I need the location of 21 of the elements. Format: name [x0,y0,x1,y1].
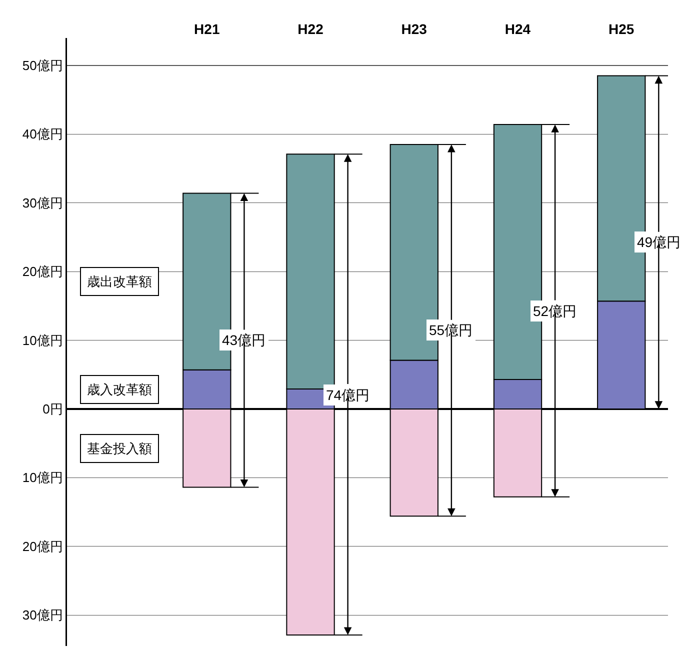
annotation: 49億円 [637,234,681,250]
y-tick-label: 20億円 [22,264,63,280]
text: 基金投入額 [87,441,152,456]
annotation: 43億円 [222,332,266,348]
annotation: 52億円 [533,303,577,319]
text: 歳出改革額 [87,274,152,289]
x-tick-label: H23 [401,21,428,38]
text: 歳入改革額 [87,382,152,397]
x-tick-label: H22 [298,21,324,38]
x-tick-label: H25 [608,21,634,38]
y-tick-label: 50億円 [22,58,63,74]
y-tick-label: 0円 [42,402,63,417]
y-tick-label: 30億円 [22,608,63,623]
y-tick-label: 20億円 [22,538,63,554]
annotation: 74億円 [326,387,370,403]
y-tick-label: 10億円 [22,470,63,486]
y-tick-label: 40億円 [22,126,63,142]
x-tick-label: H24 [504,21,531,38]
x-tick-label: H21 [194,21,220,38]
y-tick-label: 30億円 [22,195,63,210]
y-tick-label: 10億円 [22,332,63,348]
